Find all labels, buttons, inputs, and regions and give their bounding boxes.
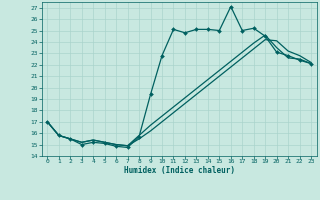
X-axis label: Humidex (Indice chaleur): Humidex (Indice chaleur) <box>124 166 235 175</box>
